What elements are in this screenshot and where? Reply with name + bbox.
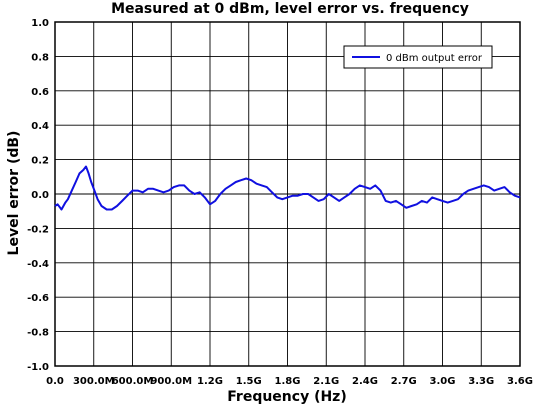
- y-tick-label: -0.4: [27, 259, 49, 270]
- grid: [54, 21, 521, 367]
- y-tick-label: -0.6: [27, 293, 49, 304]
- plot-frame: [54, 21, 521, 367]
- x-tick-label: 2.4G: [352, 376, 378, 387]
- y-tick-label: -0.2: [27, 224, 49, 235]
- y-tick-label: 0.4: [31, 121, 49, 132]
- y-tick-label: 0.8: [31, 52, 49, 63]
- y-tick-label: 0.2: [31, 156, 49, 167]
- y-tick-label: 0.0: [31, 190, 49, 201]
- x-tick-label: 3.3G: [468, 376, 494, 387]
- x-tick-label: 1.8G: [275, 376, 301, 387]
- x-tick-label: 2.1G: [313, 376, 339, 387]
- series-line: [54, 165, 521, 211]
- x-tick-label: 300.0M: [73, 376, 115, 387]
- x-tick-label: 3.6G: [507, 376, 533, 387]
- y-axis-label: Level error (dB): [6, 131, 22, 256]
- legend: 0 dBm output error: [343, 45, 493, 69]
- y-tick-label: -0.8: [27, 328, 49, 339]
- x-tick-label: 600.0M: [112, 376, 154, 387]
- y-tick-label: 1.0: [31, 18, 49, 29]
- legend-box: [343, 45, 493, 69]
- series-layer: [54, 165, 521, 211]
- legend-label: 0 dBm output error: [386, 53, 483, 64]
- x-tick-label: 1.5G: [236, 376, 262, 387]
- x-tick-label: 900.0M: [150, 376, 192, 387]
- x-tick-label: 3.0G: [430, 376, 456, 387]
- y-tick-label: -1.0: [27, 362, 49, 373]
- y-tick-label: 0.6: [31, 87, 49, 98]
- x-axis-label: Frequency (Hz): [227, 389, 346, 405]
- x-tick-label: 0.0: [46, 376, 64, 387]
- x-tick-label: 2.7G: [391, 376, 417, 387]
- x-tick-label: 1.2G: [197, 376, 223, 387]
- chart-title: Measured at 0 dBm, level error vs. frequ…: [111, 1, 469, 17]
